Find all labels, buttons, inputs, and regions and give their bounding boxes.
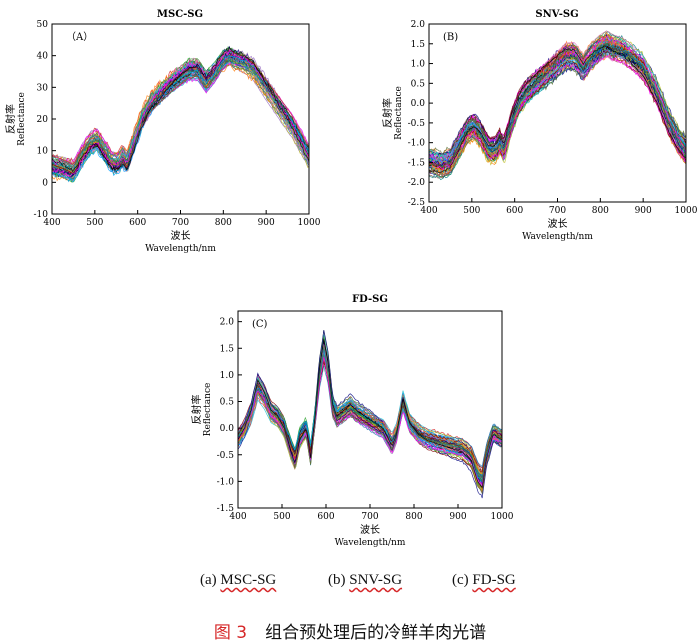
figure-caption: 图 3 组合预处理后的冷鲜羊肉光谱: [213, 623, 487, 643]
y-tick-label: -0.5: [217, 451, 235, 461]
x-tick-label: 800: [592, 206, 609, 216]
chart-title: MSC-SG: [157, 9, 203, 20]
x-tick-label: 700: [361, 512, 378, 522]
spectrum-line: [429, 44, 686, 164]
y-tick-label: -1.5: [408, 158, 426, 168]
spectrum-line: [238, 361, 502, 473]
y-tick-label: -0.5: [408, 119, 426, 129]
y-tick-label: 10: [37, 147, 49, 157]
spectrum-line: [52, 50, 309, 174]
x-axis-label: Wavelength/nm: [145, 244, 216, 254]
spectrum-line: [238, 360, 502, 472]
y-tick-label: 1.5: [411, 40, 426, 50]
y-axis-label: Reflectance: [17, 92, 27, 146]
subcaption-a: (a) MSC-SG: [200, 572, 277, 588]
series-group: [429, 30, 686, 181]
spectrum-line: [52, 46, 309, 173]
y-axis-label-cn: 反射率: [4, 104, 17, 134]
spectrum-line: [429, 35, 686, 171]
y-tick-label: -2.5: [408, 198, 426, 208]
y-tick-label: 2.0: [220, 318, 235, 328]
y-tick-label: 30: [37, 83, 49, 93]
spectrum-line: [52, 55, 309, 182]
spectrum-line: [238, 346, 502, 482]
x-tick-label: 900: [258, 218, 275, 228]
y-tick-label: -10: [34, 210, 49, 220]
series-group: [52, 45, 309, 183]
x-tick-label: 1000: [491, 512, 514, 522]
spectrum-line: [429, 30, 686, 169]
y-tick-label: -1.5: [217, 504, 235, 514]
spectrum-line: [238, 338, 502, 489]
x-tick-label: 500: [273, 512, 290, 522]
spectrum-line: [238, 349, 502, 483]
y-tick-label: -1.0: [408, 139, 426, 149]
x-tick-label: 600: [129, 218, 146, 228]
plot-frame: [51, 23, 310, 215]
x-axis-label-cn: 波长: [360, 523, 380, 536]
y-tick-label: -1.0: [217, 477, 235, 487]
panel-label: (C): [252, 319, 268, 330]
chart-title: FD-SG: [352, 294, 388, 305]
x-tick-label: 400: [229, 512, 246, 522]
x-tick-label: 600: [317, 512, 334, 522]
x-tick-label: 700: [172, 218, 189, 228]
series-group: [238, 330, 502, 499]
y-tick-label: 0.0: [411, 99, 426, 109]
x-tick-label: 600: [506, 206, 523, 216]
spectrum-line: [429, 40, 686, 164]
y-tick-label: 1.0: [220, 371, 235, 381]
y-tick-label: 0: [42, 178, 48, 188]
y-tick-label: 50: [37, 20, 49, 30]
spectrum-line: [429, 45, 686, 173]
panel-label: （A）: [66, 31, 93, 43]
spectrum-line: [238, 330, 502, 495]
y-axis-label-cn: 反射率: [190, 395, 203, 425]
x-tick-label: 900: [635, 206, 652, 216]
x-tick-label: 400: [420, 206, 437, 216]
y-tick-label: 1.0: [411, 60, 426, 70]
x-axis-label-cn: 波长: [171, 229, 191, 242]
chart-c: 400 500 600 700 800 900 1000 -1.5 -1.0 -0.5 0.0 0.5…: [190, 294, 514, 548]
y-tick-label: 0.5: [411, 79, 426, 89]
spectrum-line: [52, 59, 309, 168]
spectrum-line: [52, 54, 309, 174]
subcaption-b: (b) SNV-SG: [328, 572, 403, 588]
x-tick-label: 700: [549, 206, 566, 216]
chart-b: 400 500 600 700 800 900 1000 -2.5 -2.0 -1.5 -1.0 -0…: [381, 9, 698, 242]
y-tick-label: 0.5: [220, 398, 235, 408]
y-tick-label: 1.5: [220, 344, 235, 354]
x-tick-label: 400: [43, 218, 60, 228]
spectrum-line: [429, 33, 686, 176]
x-tick-label: 500: [463, 206, 480, 216]
spectrum-line: [429, 49, 686, 161]
x-tick-label: 800: [405, 512, 422, 522]
x-tick-label: 1000: [675, 206, 698, 216]
spectrum-line: [429, 48, 686, 155]
y-tick-label: 0.0: [220, 424, 235, 434]
x-tick-label: 800: [215, 218, 232, 228]
y-tick-label: 20: [37, 115, 49, 125]
y-axis-label: Reflectance: [394, 86, 404, 140]
chart-title: SNV-SG: [535, 9, 578, 20]
y-axis-label: Reflectance: [203, 383, 213, 437]
y-tick-label: 40: [37, 52, 49, 62]
x-axis-label: Wavelength/nm: [335, 538, 406, 548]
x-tick-label: 500: [86, 218, 103, 228]
subcaption-c: (c) FD-SG: [452, 572, 516, 588]
x-tick-label: 900: [449, 512, 466, 522]
y-tick-label: 2.0: [411, 20, 426, 30]
x-axis-label-cn: 波长: [548, 217, 568, 230]
x-tick-label: 1000: [298, 218, 321, 228]
chart-a: 400 500 600 700 800 900 1000 -10 0 10 20 30 40 50 MSC-…: [4, 9, 321, 254]
x-axis-label: Wavelength/nm: [522, 232, 593, 242]
y-axis-label-cn: 反射率: [381, 98, 394, 128]
spectrum-line: [429, 30, 686, 178]
spectrum-line: [52, 49, 309, 177]
panel-label: (B): [443, 32, 458, 43]
spectrum-line: [238, 339, 502, 492]
y-tick-label: -2.0: [408, 178, 426, 188]
